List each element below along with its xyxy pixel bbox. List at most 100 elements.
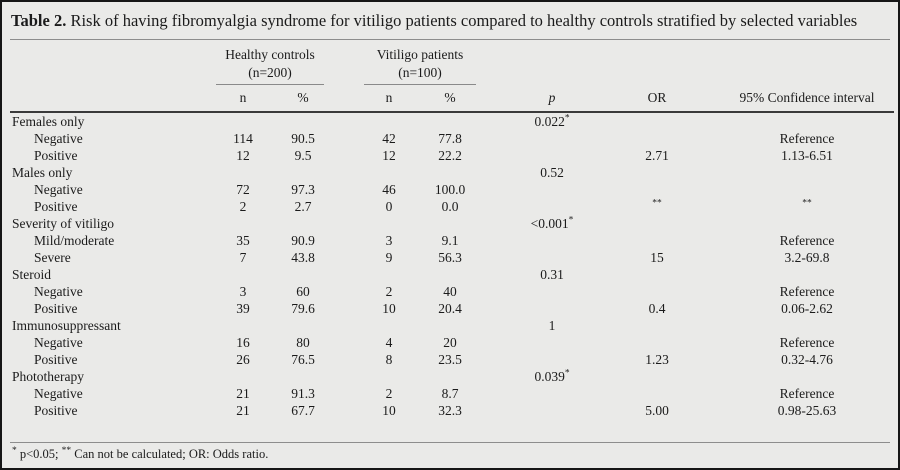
cell-vp-pct: 8.7 bbox=[441, 385, 459, 401]
cell-or: 0.4 bbox=[648, 300, 666, 316]
cell-hc-n: 21 bbox=[236, 402, 250, 418]
cell-vp-n bbox=[330, 317, 418, 334]
table-row: Negative 16 80 4 20 Reference bbox=[10, 334, 894, 351]
cell-ci bbox=[692, 164, 894, 181]
cell-ci: Reference bbox=[779, 283, 835, 299]
stats-table: Healthy controls (n=200) Vitiligo patien… bbox=[10, 41, 895, 419]
cell-vp-n: 8 bbox=[385, 351, 393, 367]
cell-p bbox=[482, 283, 622, 300]
cell-label: Positive bbox=[34, 351, 78, 367]
healthy-controls-header-box: Healthy controls (n=200) bbox=[216, 46, 325, 85]
cell-label: Negative bbox=[34, 385, 83, 401]
cell-ci bbox=[692, 368, 894, 385]
cell-or bbox=[622, 232, 692, 249]
cell-ci: Reference bbox=[779, 130, 835, 146]
cell-hc-pct: 90.9 bbox=[291, 232, 315, 248]
cell-vp-pct: 9.1 bbox=[441, 232, 459, 248]
cell-hc-pct: 43.8 bbox=[291, 249, 315, 265]
p-value: 0.022 bbox=[534, 113, 565, 129]
cell-or: 2.71 bbox=[645, 147, 669, 163]
cell-label: Females only bbox=[12, 113, 85, 129]
cell-ci bbox=[692, 317, 894, 334]
cell-vp-n: 2 bbox=[385, 283, 393, 299]
table-row: Positive 26 76.5 8 23.5 1.23 0.32-4.76 bbox=[10, 351, 894, 368]
not-calculated-marker: ** bbox=[61, 445, 72, 456]
table-row: Mild/moderate 35 90.9 3 9.1 Reference bbox=[10, 232, 894, 249]
cell-p bbox=[482, 130, 622, 147]
cell-ci: Reference bbox=[779, 232, 835, 248]
table-row-group: Immunosuppressant 1 bbox=[10, 317, 894, 334]
cell-p: 0.31 bbox=[540, 266, 564, 282]
cell-hc-n: 2 bbox=[239, 198, 247, 214]
cell-vp-pct bbox=[418, 164, 482, 181]
cell-hc-pct: 9.5 bbox=[294, 147, 312, 163]
cell-label: Positive bbox=[34, 147, 78, 163]
cell-hc-pct: 97.3 bbox=[291, 181, 315, 197]
cell-vp-pct bbox=[418, 317, 482, 334]
cell-hc-n: 16 bbox=[236, 334, 250, 350]
cell-vp-n bbox=[330, 368, 418, 385]
cell-or bbox=[622, 334, 692, 351]
cell-hc-n bbox=[210, 215, 276, 232]
cell-or bbox=[622, 130, 692, 147]
vitiligo-patients-group-header: Vitiligo patients (n=100) bbox=[330, 41, 482, 85]
cell-hc-n: 35 bbox=[236, 232, 250, 248]
cell-vp-pct: 0.0 bbox=[441, 198, 459, 214]
cell-label: Immunosuppressant bbox=[12, 317, 121, 333]
vitiligo-patients-label: Vitiligo patients bbox=[376, 47, 464, 63]
cell-label: Severity of vitiligo bbox=[12, 215, 114, 231]
cell-hc-n: 12 bbox=[236, 147, 250, 163]
cell-or bbox=[622, 164, 692, 181]
cell-hc-pct bbox=[276, 164, 330, 181]
cell-p: 0.52 bbox=[540, 164, 564, 180]
table-row-group: Females only 0.022* bbox=[10, 112, 894, 130]
cell-hc-pct bbox=[276, 215, 330, 232]
header-p-value: p bbox=[482, 84, 623, 113]
cell-hc-pct: 90.5 bbox=[291, 130, 315, 146]
table-row: Negative 114 90.5 42 77.8 Reference bbox=[10, 130, 894, 147]
cell-vp-n bbox=[330, 112, 418, 130]
cell-hc-pct: 2.7 bbox=[294, 198, 312, 214]
cell-ci bbox=[692, 181, 894, 198]
header-odds-ratio: OR bbox=[622, 84, 693, 113]
significance-star: * bbox=[568, 215, 574, 226]
cell-ci: 0.32-4.76 bbox=[781, 351, 833, 367]
cell-p: <0.001* bbox=[482, 215, 622, 232]
table-footnote: * p<0.05; ** Can not be calculated; OR: … bbox=[10, 442, 890, 468]
cell-hc-n: 114 bbox=[233, 130, 253, 146]
cell-vp-pct: 22.2 bbox=[438, 147, 462, 163]
table-row-group: Males only 0.52 bbox=[10, 164, 894, 181]
cell-label: Positive bbox=[34, 300, 78, 316]
header-hc-n: n bbox=[210, 84, 276, 113]
cell-label: Severe bbox=[34, 249, 71, 265]
table-row: Positive 39 79.6 10 20.4 0.4 0.06-2.62 bbox=[10, 300, 894, 317]
cell-vp-pct: 23.5 bbox=[438, 351, 462, 367]
healthy-controls-count: (n=200) bbox=[248, 64, 292, 80]
header-vp-pct: % bbox=[418, 84, 483, 113]
cell-hc-n bbox=[210, 266, 276, 283]
cell-p bbox=[482, 249, 622, 266]
cell-p bbox=[482, 198, 622, 215]
cell-vp-n: 2 bbox=[385, 385, 393, 401]
cell-vp-n bbox=[330, 215, 418, 232]
cell-ci: 1.13-6.51 bbox=[781, 147, 833, 163]
cell-vp-n bbox=[330, 266, 418, 283]
cell-label: Positive bbox=[34, 198, 78, 214]
cell-label: Negative bbox=[34, 130, 83, 146]
cell-p bbox=[482, 232, 622, 249]
healthy-controls-label: Healthy controls bbox=[225, 47, 315, 63]
cell-or bbox=[622, 215, 692, 232]
cell-vp-n: 10 bbox=[382, 300, 396, 316]
group-header-row: Healthy controls (n=200) Vitiligo patien… bbox=[10, 41, 894, 85]
cell-ci: 3.2-69.8 bbox=[784, 249, 830, 265]
cell-hc-pct bbox=[276, 317, 330, 334]
cell-hc-pct: 80 bbox=[296, 334, 310, 350]
table-row: Positive 12 9.5 12 22.2 2.71 1.13-6.51 bbox=[10, 147, 894, 164]
cell-ci: 0.06-2.62 bbox=[781, 300, 833, 316]
cell-ci: Reference bbox=[779, 385, 835, 401]
cell-hc-pct: 76.5 bbox=[291, 351, 315, 367]
cell-p: 0.022* bbox=[482, 112, 622, 130]
spacer bbox=[10, 419, 890, 442]
cell-vp-n: 3 bbox=[385, 232, 393, 248]
table-row: Negative 3 60 2 40 Reference bbox=[10, 283, 894, 300]
